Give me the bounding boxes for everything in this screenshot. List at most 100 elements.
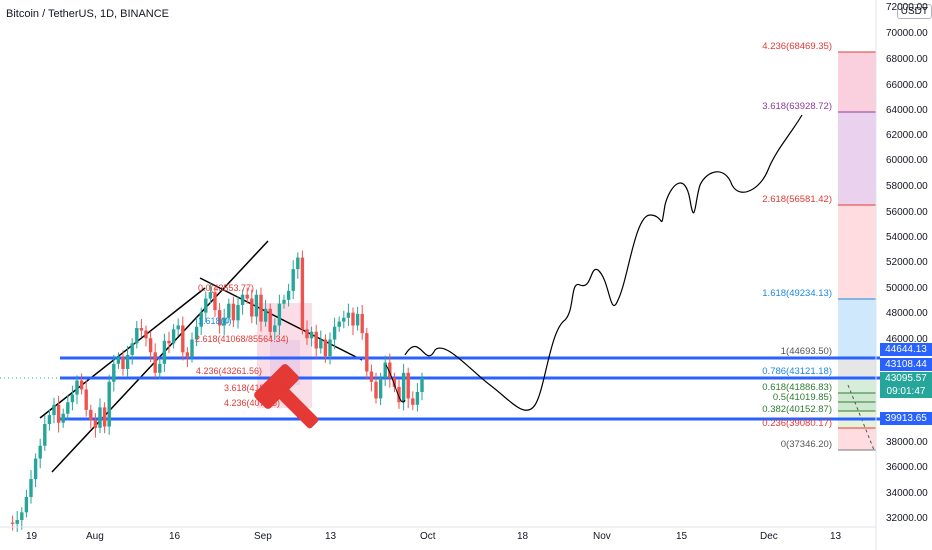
candle-down[interactable] xyxy=(181,325,185,353)
fib-label: 0.5(41019.85) xyxy=(772,392,832,403)
fib-zone-0236 xyxy=(838,428,876,450)
candle-down[interactable] xyxy=(397,386,401,403)
candle-up[interactable] xyxy=(33,458,38,480)
candle-down[interactable] xyxy=(323,339,328,357)
candle-up[interactable] xyxy=(263,308,268,322)
candle-up[interactable] xyxy=(328,339,332,357)
candle-up[interactable] xyxy=(319,339,323,349)
candle-down[interactable] xyxy=(374,381,378,399)
candle-down[interactable] xyxy=(89,409,93,421)
candle-down[interactable] xyxy=(153,352,157,373)
candle-up[interactable] xyxy=(332,326,337,340)
candle-up[interactable] xyxy=(291,269,295,291)
candle-up[interactable] xyxy=(29,479,33,497)
candle-up[interactable] xyxy=(199,312,203,327)
candle-down[interactable] xyxy=(369,371,374,382)
candle-up[interactable] xyxy=(125,354,130,369)
candle-down[interactable] xyxy=(167,340,171,344)
candle-up[interactable] xyxy=(286,290,291,300)
candle-up[interactable] xyxy=(194,326,199,340)
candle-down[interactable] xyxy=(139,328,144,331)
candle-up[interactable] xyxy=(309,331,314,339)
candle-up[interactable] xyxy=(52,404,56,416)
candle-up[interactable] xyxy=(337,321,341,327)
candle-up[interactable] xyxy=(378,377,383,399)
candle-up[interactable] xyxy=(75,380,79,395)
candle-up[interactable] xyxy=(107,381,111,427)
candle-up[interactable] xyxy=(61,413,65,423)
candle-down[interactable] xyxy=(388,362,392,378)
candle-down[interactable] xyxy=(84,389,88,410)
candle-down[interactable] xyxy=(245,294,249,299)
candle-up[interactable] xyxy=(171,329,176,344)
candle-up[interactable] xyxy=(227,303,231,318)
candle-up[interactable] xyxy=(204,298,208,313)
candle-down[interactable] xyxy=(121,357,125,369)
candle-up[interactable] xyxy=(208,292,213,299)
candles[interactable] xyxy=(10,250,424,533)
candle-down[interactable] xyxy=(250,298,254,317)
candle-down[interactable] xyxy=(406,372,410,399)
candle-up[interactable] xyxy=(98,407,102,428)
candle-down[interactable] xyxy=(217,310,222,326)
candle-up[interactable] xyxy=(277,303,282,326)
candle-up[interactable] xyxy=(176,325,180,330)
candle-up[interactable] xyxy=(158,363,162,373)
candle-up[interactable] xyxy=(116,357,121,364)
candle-down[interactable] xyxy=(93,420,98,428)
candle-up[interactable] xyxy=(190,339,194,358)
candle-up[interactable] xyxy=(112,363,116,382)
candle-down[interactable] xyxy=(259,294,263,322)
price-tick: 60000.00 xyxy=(886,155,928,166)
currency-badge[interactable]: USDT xyxy=(896,4,932,19)
candle-up[interactable] xyxy=(282,299,286,304)
candle-up[interactable] xyxy=(70,394,75,403)
candle-up[interactable] xyxy=(43,424,47,446)
candle-up[interactable] xyxy=(135,328,139,344)
candle-up[interactable] xyxy=(130,343,134,355)
horizontal-levels[interactable] xyxy=(60,356,880,421)
candle-up[interactable] xyxy=(273,325,277,332)
candle-up[interactable] xyxy=(20,512,24,520)
candle-up[interactable] xyxy=(415,392,420,405)
candle-up[interactable] xyxy=(420,377,424,392)
candle-down[interactable] xyxy=(231,303,236,321)
candle-up[interactable] xyxy=(296,257,300,270)
candle-up[interactable] xyxy=(66,402,70,414)
candle-down[interactable] xyxy=(10,522,15,524)
candle-up[interactable] xyxy=(401,372,406,403)
candle-down[interactable] xyxy=(351,312,355,326)
candle-down[interactable] xyxy=(365,333,369,372)
candle-up[interactable] xyxy=(346,312,351,318)
candle-up[interactable] xyxy=(383,362,387,378)
candle-down[interactable] xyxy=(305,329,309,339)
candle-down[interactable] xyxy=(300,257,305,330)
candle-down[interactable] xyxy=(185,352,190,358)
candle-down[interactable] xyxy=(314,331,318,349)
candle-down[interactable] xyxy=(360,313,364,334)
candle-down[interactable] xyxy=(79,380,84,390)
countdown-timer: 09:01:47 xyxy=(886,386,926,397)
candle-up[interactable] xyxy=(24,496,29,513)
candle-up[interactable] xyxy=(355,313,360,326)
candle-up[interactable] xyxy=(342,317,346,322)
candle-down[interactable] xyxy=(102,407,107,427)
candle-up[interactable] xyxy=(47,415,52,424)
candle-down[interactable] xyxy=(213,292,217,311)
candle-up[interactable] xyxy=(222,317,226,326)
candle-down[interactable] xyxy=(411,398,415,405)
candle-down[interactable] xyxy=(148,338,153,353)
candle-down[interactable] xyxy=(268,308,272,332)
candle-up[interactable] xyxy=(162,340,167,364)
candle-down[interactable] xyxy=(56,404,61,423)
candle-up[interactable] xyxy=(15,520,19,524)
candle-up[interactable] xyxy=(254,294,259,317)
candle-up[interactable] xyxy=(240,294,245,305)
candle-up[interactable] xyxy=(236,304,240,321)
time-axis[interactable]: 19 Aug 16 Sep 13 Oct 18 Nov 15 Dec 13 xyxy=(0,531,876,550)
candle-down[interactable] xyxy=(392,377,397,387)
price-axis[interactable]: 72000.00 70000.00 68000.00 66000.00 6400… xyxy=(880,0,932,527)
candle-down[interactable] xyxy=(144,330,148,339)
candle-up[interactable] xyxy=(38,445,42,459)
